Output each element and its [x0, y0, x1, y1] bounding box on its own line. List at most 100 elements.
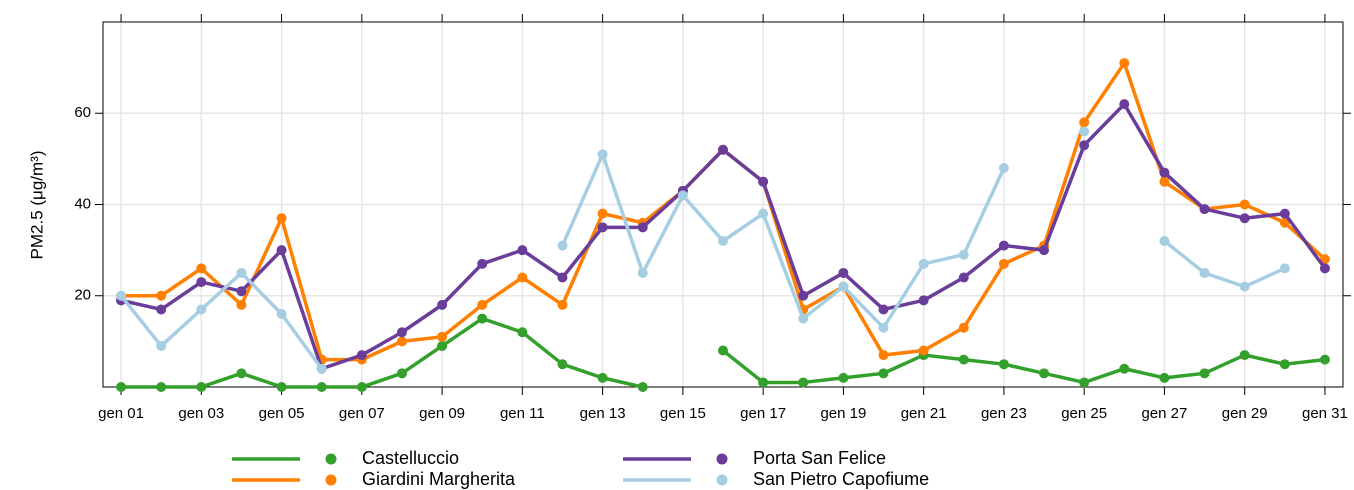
point — [1159, 236, 1170, 246]
point — [998, 258, 1009, 269]
point — [557, 359, 568, 370]
point — [1279, 208, 1290, 219]
x-tick-label: gen 27 — [1141, 405, 1187, 422]
point — [1079, 126, 1090, 137]
point — [838, 372, 849, 383]
point — [637, 222, 648, 233]
point — [196, 382, 207, 392]
point — [1119, 363, 1130, 374]
point — [196, 263, 207, 274]
point — [396, 327, 407, 338]
x-tick-label: gen 29 — [1222, 405, 1268, 422]
point — [316, 382, 327, 392]
point — [477, 258, 488, 269]
point — [1239, 213, 1250, 224]
point — [1159, 372, 1170, 383]
y-axis-label: PM2.5 (μg/m³) — [27, 151, 46, 260]
point — [798, 377, 809, 388]
point — [356, 382, 367, 392]
point — [1279, 263, 1290, 274]
point — [437, 331, 448, 342]
point — [918, 295, 929, 306]
y-tick-label: 40 — [74, 195, 91, 212]
point — [878, 304, 889, 315]
point — [1199, 368, 1210, 379]
point — [758, 377, 769, 388]
point — [396, 336, 407, 347]
point — [838, 267, 849, 278]
legend-dot — [325, 453, 337, 465]
point — [156, 304, 167, 315]
legend-label: San Pietro Capofiume — [753, 469, 929, 489]
point — [236, 267, 247, 278]
point — [718, 345, 728, 356]
point — [998, 240, 1009, 251]
x-tick-label: gen 15 — [660, 405, 706, 422]
point — [1039, 368, 1050, 379]
point — [597, 149, 608, 160]
point — [276, 382, 287, 392]
point — [597, 222, 608, 233]
point — [316, 363, 327, 374]
x-tick-label: gen 19 — [820, 405, 866, 422]
point — [236, 286, 247, 297]
point — [557, 240, 568, 251]
y-tick-label: 60 — [74, 104, 91, 121]
point — [276, 309, 287, 319]
legend-dot — [716, 474, 728, 486]
point — [1119, 99, 1130, 110]
point — [758, 176, 769, 187]
legend-dot — [716, 453, 728, 465]
point — [1319, 263, 1330, 274]
point — [437, 299, 448, 310]
point — [597, 372, 608, 383]
point — [116, 382, 127, 392]
x-tick-label: gen 21 — [901, 405, 947, 422]
point — [1159, 176, 1170, 187]
x-tick-label: gen 17 — [740, 405, 786, 422]
point — [918, 258, 929, 269]
point — [236, 368, 247, 379]
point — [1199, 204, 1210, 215]
y-tick-label: 20 — [74, 287, 91, 304]
point — [1319, 354, 1330, 365]
point — [918, 345, 929, 356]
point — [156, 382, 167, 392]
point — [557, 299, 568, 310]
point — [1039, 245, 1050, 256]
x-tick-label: gen 09 — [419, 405, 465, 422]
point — [477, 299, 488, 310]
point — [718, 144, 728, 155]
point — [878, 350, 889, 361]
point — [878, 368, 889, 379]
point — [998, 163, 1009, 173]
point — [637, 382, 648, 392]
point — [356, 350, 367, 361]
point — [116, 290, 127, 301]
point — [597, 208, 608, 219]
point — [998, 359, 1009, 370]
point — [677, 190, 688, 201]
point — [557, 272, 568, 283]
point — [958, 354, 969, 365]
point — [196, 304, 207, 315]
point — [718, 236, 728, 246]
point — [276, 245, 287, 256]
point — [1279, 359, 1290, 370]
series-line — [121, 61, 1327, 362]
point — [517, 327, 528, 338]
legend-dot — [325, 474, 337, 486]
point — [637, 267, 648, 278]
point — [437, 340, 448, 351]
point — [798, 313, 809, 324]
point — [758, 208, 769, 219]
point — [236, 299, 247, 310]
point — [1239, 350, 1250, 361]
point — [1119, 58, 1130, 69]
point — [276, 213, 287, 224]
point — [958, 272, 969, 283]
point — [1079, 377, 1090, 388]
point — [156, 340, 167, 351]
x-tick-label: gen 01 — [98, 405, 144, 422]
